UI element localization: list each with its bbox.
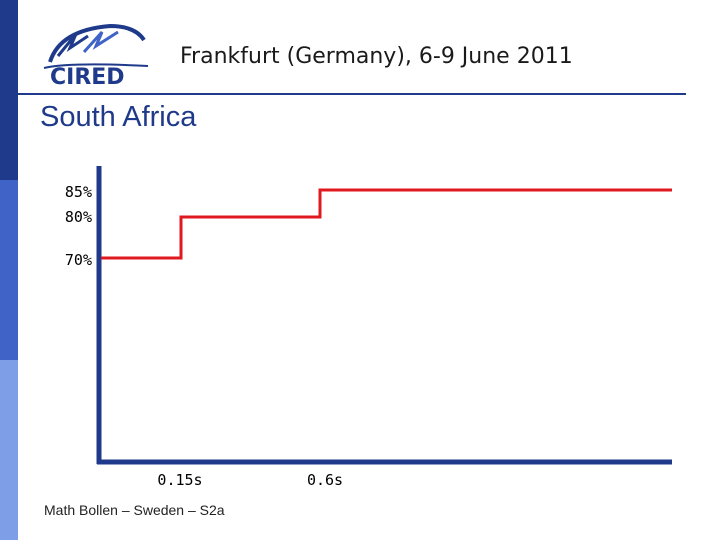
cired-logo: CIRED <box>43 23 149 90</box>
y-tick-label: 85% <box>65 183 92 201</box>
footer-credit: Math Bollen – Sweden – S2a <box>44 502 225 518</box>
side-band-dark <box>0 0 18 180</box>
y-tick-label: 70% <box>65 251 92 269</box>
voltage-threshold-curve <box>101 188 672 260</box>
slide-title: South Africa <box>40 101 197 133</box>
side-band-mid <box>0 180 18 360</box>
x-tick-label: 0.6s <box>307 471 343 489</box>
header-title: Frankfurt (Germany), 6-9 June 2011 <box>180 44 573 69</box>
side-band-light <box>0 360 18 540</box>
header-divider <box>18 93 686 95</box>
svg-text:CIRED: CIRED <box>50 65 125 90</box>
y-tick-label: 80% <box>65 208 92 226</box>
x-tick-label: 0.15s <box>157 471 202 489</box>
